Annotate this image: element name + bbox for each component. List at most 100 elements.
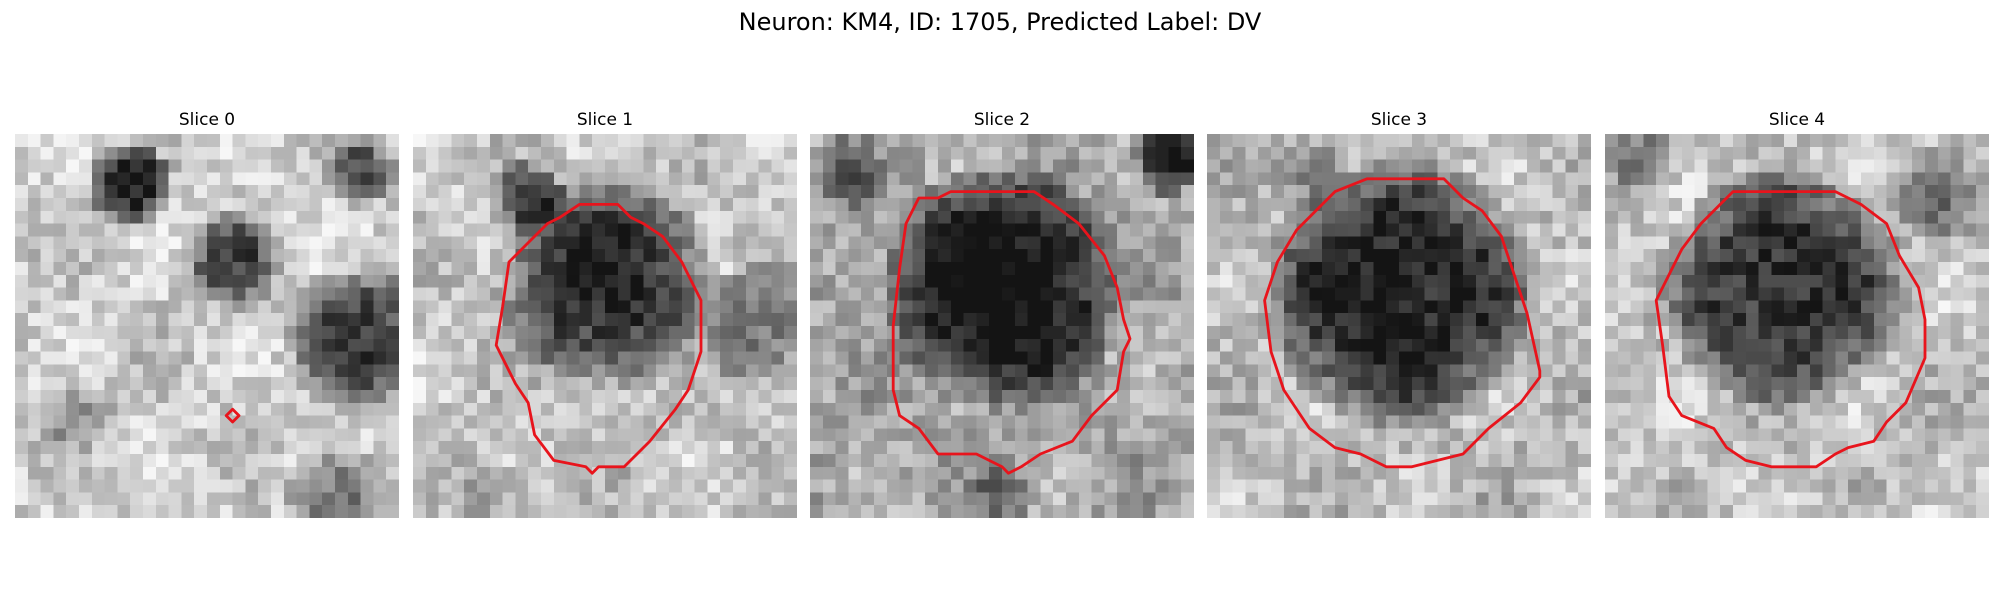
image-pixel bbox=[656, 134, 670, 148]
image-pixel bbox=[1552, 428, 1566, 442]
image-pixel bbox=[104, 479, 118, 493]
image-pixel bbox=[848, 479, 862, 493]
image-pixel bbox=[1463, 351, 1477, 365]
image-pixel bbox=[848, 313, 862, 327]
image-pixel bbox=[155, 441, 169, 455]
image-pixel bbox=[1873, 505, 1887, 518]
image-pixel bbox=[360, 236, 374, 250]
image-pixel bbox=[53, 249, 67, 263]
image-pixel bbox=[322, 274, 336, 288]
image-pixel bbox=[1386, 351, 1400, 365]
image-pixel bbox=[553, 146, 567, 160]
image-pixel bbox=[168, 313, 182, 327]
image-pixel bbox=[373, 198, 387, 212]
image-pixel bbox=[1861, 146, 1875, 160]
image-pixel bbox=[207, 287, 221, 301]
image-pixel bbox=[296, 428, 310, 442]
image-pixel bbox=[1232, 287, 1246, 301]
image-pixel bbox=[861, 390, 875, 404]
image-pixel bbox=[1271, 300, 1285, 314]
image-pixel bbox=[1488, 249, 1502, 263]
image-pixel bbox=[1681, 172, 1695, 186]
image-pixel bbox=[1539, 210, 1553, 224]
image-pixel bbox=[1027, 377, 1041, 391]
image-pixel bbox=[848, 377, 862, 391]
image-pixel bbox=[1501, 390, 1515, 404]
image-pixel bbox=[1155, 390, 1169, 404]
image-pixel bbox=[1437, 390, 1451, 404]
image-pixel bbox=[1053, 351, 1067, 365]
image-pixel bbox=[168, 466, 182, 480]
image-pixel bbox=[1925, 300, 1939, 314]
image-pixel bbox=[925, 338, 939, 352]
image-pixel bbox=[1643, 402, 1657, 416]
image-pixel bbox=[1514, 364, 1528, 378]
image-pixel bbox=[309, 313, 323, 327]
image-pixel bbox=[874, 479, 888, 493]
image-pixel bbox=[207, 390, 221, 404]
image-pixel bbox=[1475, 300, 1489, 314]
image-pixel bbox=[130, 249, 144, 263]
image-pixel bbox=[464, 338, 478, 352]
image-pixel bbox=[1552, 223, 1566, 237]
image-pixel bbox=[1322, 159, 1336, 173]
image-pixel bbox=[1258, 172, 1272, 186]
image-pixel bbox=[835, 236, 849, 250]
image-pixel bbox=[1912, 338, 1926, 352]
image-pixel bbox=[630, 300, 644, 314]
image-pixel bbox=[1950, 185, 1964, 199]
image-pixel bbox=[219, 377, 233, 391]
image-pixel bbox=[477, 134, 491, 148]
image-pixel bbox=[79, 338, 93, 352]
image-pixel bbox=[553, 351, 567, 365]
image-pixel bbox=[245, 338, 259, 352]
image-pixel bbox=[1168, 198, 1182, 212]
image-pixel bbox=[1681, 364, 1695, 378]
image-pixel bbox=[258, 415, 272, 429]
image-pixel bbox=[117, 377, 131, 391]
image-pixel bbox=[1386, 454, 1400, 468]
image-pixel bbox=[592, 159, 606, 173]
image-pixel bbox=[1271, 402, 1285, 416]
image-pixel bbox=[681, 454, 695, 468]
image-pixel bbox=[143, 505, 157, 518]
image-pixel bbox=[143, 262, 157, 276]
image-pixel bbox=[322, 415, 336, 429]
image-pixel bbox=[1809, 338, 1823, 352]
image-pixel bbox=[592, 146, 606, 160]
image-pixel bbox=[386, 454, 399, 468]
image-pixel bbox=[1181, 210, 1194, 224]
image-pixel bbox=[1848, 313, 1862, 327]
image-pixel bbox=[1399, 492, 1413, 506]
image-pixel bbox=[296, 172, 310, 186]
image-pixel bbox=[373, 210, 387, 224]
image-pixel bbox=[1424, 223, 1438, 237]
image-pixel bbox=[976, 300, 990, 314]
image-pixel bbox=[425, 262, 439, 276]
image-pixel bbox=[347, 249, 361, 263]
image-pixel bbox=[502, 326, 516, 340]
image-pixel bbox=[1514, 262, 1528, 276]
image-pixel bbox=[1771, 274, 1785, 288]
image-pixel bbox=[1450, 402, 1464, 416]
image-pixel bbox=[1053, 146, 1067, 160]
image-pixel bbox=[630, 274, 644, 288]
image-pixel bbox=[963, 377, 977, 391]
image-pixel bbox=[27, 441, 41, 455]
image-pixel bbox=[1578, 492, 1591, 506]
image-pixel bbox=[1514, 172, 1528, 186]
image-pixel bbox=[1605, 351, 1619, 365]
image-pixel bbox=[1886, 210, 1900, 224]
image-pixel bbox=[1963, 326, 1977, 340]
image-pixel bbox=[271, 428, 285, 442]
image-pixel bbox=[425, 479, 439, 493]
image-pixel bbox=[874, 236, 888, 250]
image-pixel bbox=[425, 236, 439, 250]
image-pixel bbox=[1694, 172, 1708, 186]
image-pixel bbox=[1681, 338, 1695, 352]
image-pixel bbox=[720, 505, 734, 518]
image-pixel bbox=[592, 249, 606, 263]
image-pixel bbox=[155, 505, 169, 518]
image-pixel bbox=[104, 146, 118, 160]
image-pixel bbox=[1399, 364, 1413, 378]
